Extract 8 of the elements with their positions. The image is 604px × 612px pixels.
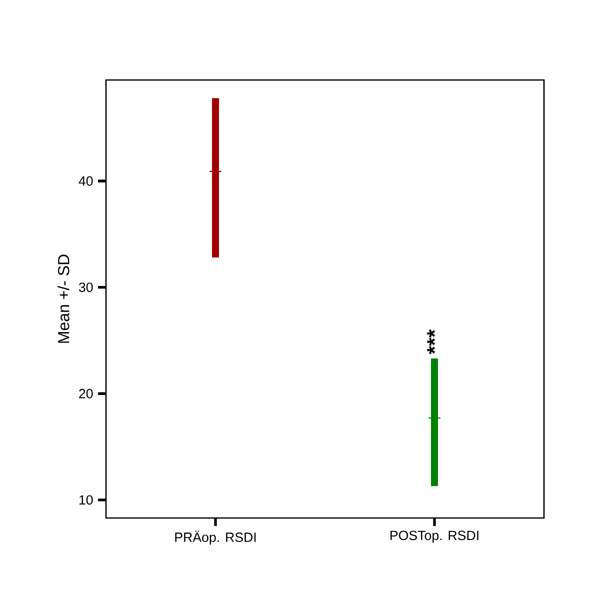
y-tick-label: 20 <box>79 388 93 398</box>
y-tick-label: 10 <box>79 495 93 505</box>
x-tick-label: PRÄop. RSDI <box>175 530 256 545</box>
y-tick-label: 40 <box>78 176 93 186</box>
y-axis-title: Mean +/- SD <box>58 254 70 343</box>
x-tick-label: POSTop. RSDI <box>390 530 478 543</box>
y-tick-label: 30 <box>78 282 93 292</box>
annotation: *** <box>427 329 436 354</box>
